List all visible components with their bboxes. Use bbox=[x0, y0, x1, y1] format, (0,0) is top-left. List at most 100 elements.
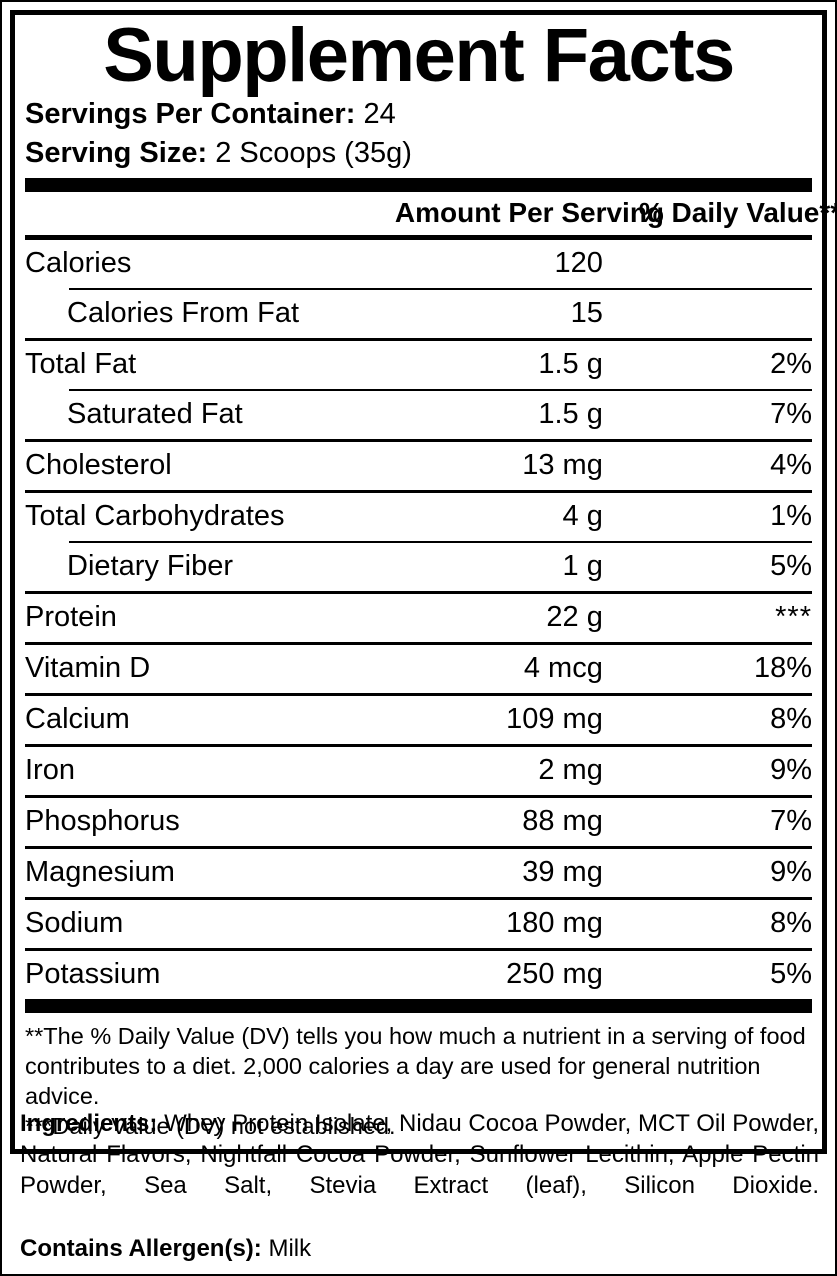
table-row: Vitamin D 4 mcg 18% bbox=[25, 645, 812, 693]
ingredients-block: Ingredients: Whey Protein Isolate, Nidau… bbox=[20, 1108, 819, 1264]
row-separator bbox=[25, 642, 812, 645]
row-separator bbox=[25, 439, 812, 442]
nutrient-amount: 120 bbox=[554, 247, 603, 279]
nutrient-daily-value: 8% bbox=[770, 703, 812, 735]
ingredients-text: Whey Protein Isolate, Nidau Cocoa Powder… bbox=[20, 1110, 820, 1200]
nutrient-name: Cholesterol bbox=[25, 449, 172, 481]
table-row: Sodium 180 mg 8% bbox=[25, 900, 812, 948]
row-separator bbox=[25, 591, 812, 594]
allergen-text: Milk bbox=[268, 1234, 312, 1262]
table-row: Total Fat 1.5 g 2% bbox=[25, 341, 812, 389]
divider-thick-top bbox=[25, 178, 812, 192]
nutrient-amount: 180 mg bbox=[506, 907, 603, 939]
row-separator bbox=[25, 693, 812, 696]
table-row: Magnesium 39 mg 9% bbox=[25, 849, 812, 897]
serving-size-row: Serving Size: 2 Scoops (35g) bbox=[25, 134, 812, 172]
servings-per-container-value: 24 bbox=[363, 98, 396, 131]
column-header-daily-value: % Daily Value** bbox=[638, 197, 837, 228]
nutrient-name: Protein bbox=[25, 601, 117, 633]
nutrition-table-body: Calories 120 Calories From Fat 15 Total Fat 1… bbox=[25, 235, 812, 999]
row-separator bbox=[25, 288, 812, 290]
table-row: Phosphorus 88 mg 7% bbox=[25, 798, 812, 846]
nutrient-name: Sodium bbox=[25, 907, 124, 939]
nutrient-amount: 22 g bbox=[546, 601, 603, 633]
row-separator bbox=[25, 389, 812, 391]
nutrient-name: Iron bbox=[25, 754, 75, 786]
nutrient-daily-value: 5% bbox=[770, 958, 812, 990]
nutrient-amount: 2 mg bbox=[538, 754, 603, 786]
servings-per-container-row: Servings Per Container: 24 bbox=[25, 95, 812, 133]
nutrient-daily-value: 18% bbox=[753, 652, 812, 684]
nutrient-name: Saturated Fat bbox=[67, 398, 243, 430]
nutrient-amount: 1.5 g bbox=[538, 348, 603, 380]
ingredients-paragraph: Ingredients: Whey Protein Isolate, Nidau… bbox=[20, 1108, 819, 1233]
nutrient-amount: 109 mg bbox=[506, 703, 603, 735]
allergen-label: Contains Allergen(s): bbox=[20, 1234, 262, 1262]
serving-size-value: 2 Scoops (35g) bbox=[215, 136, 412, 169]
facts-panel: Supplement Facts Servings Per Container:… bbox=[10, 10, 837, 1155]
serving-info: Servings Per Container: 24 Serving Size:… bbox=[25, 95, 812, 178]
nutrient-amount: 15 bbox=[570, 297, 603, 329]
nutrient-name: Potassium bbox=[25, 958, 161, 990]
nutrient-daily-value: 7% bbox=[770, 805, 812, 837]
table-row: Calories From Fat 15 bbox=[25, 290, 812, 338]
table-row: Potassium 250 mg 5% bbox=[25, 951, 812, 999]
footnote-block: **The % Daily Value (DV) tells you how m… bbox=[25, 1013, 812, 1149]
row-separator bbox=[25, 897, 812, 900]
table-row: Dietary Fiber 1 g 5% bbox=[25, 543, 812, 591]
nutrient-name: Dietary Fiber bbox=[67, 550, 233, 582]
page-title: Supplement Facts bbox=[103, 13, 735, 98]
nutrient-name: Calories From Fat bbox=[67, 297, 300, 329]
nutrient-daily-value: 9% bbox=[770, 856, 812, 888]
nutrient-amount: 88 mg bbox=[522, 805, 603, 837]
nutrient-amount: 250 mg bbox=[506, 958, 603, 990]
nutrient-amount: 1.5 g bbox=[538, 398, 603, 430]
nutrient-daily-value: 7% bbox=[770, 398, 812, 430]
row-separator bbox=[25, 795, 812, 798]
nutrient-daily-value: 2% bbox=[770, 348, 812, 380]
row-separator bbox=[25, 948, 812, 951]
table-row: Calcium 109 mg 8% bbox=[25, 696, 812, 744]
table-row: Total Carbohydrates 4 g 1% bbox=[25, 493, 812, 541]
nutrient-amount: 39 mg bbox=[522, 856, 603, 888]
nutrient-daily-value bbox=[639, 290, 812, 338]
nutrient-amount: 13 mg bbox=[522, 449, 603, 481]
table-row: Cholesterol 13 mg 4% bbox=[25, 442, 812, 490]
nutrient-name: Calories bbox=[25, 247, 132, 279]
nutrient-daily-value: 8% bbox=[770, 907, 812, 939]
row-separator bbox=[25, 338, 812, 341]
allergen-paragraph: Contains Allergen(s): Milk bbox=[20, 1233, 819, 1264]
nutrient-daily-value bbox=[639, 240, 812, 288]
column-header-amount-per-serving: Amount Per Serving bbox=[394, 197, 665, 228]
nutrient-daily-value: 9% bbox=[770, 754, 812, 786]
row-separator bbox=[25, 235, 812, 240]
table-row: Calories 120 bbox=[25, 240, 812, 288]
nutrient-daily-value: 1% bbox=[770, 500, 812, 532]
nutrient-daily-value: 5% bbox=[770, 550, 812, 582]
column-header-nutrient bbox=[25, 192, 395, 235]
divider-thick-bottom bbox=[25, 999, 812, 1013]
nutrient-amount: 4 mcg bbox=[523, 652, 603, 684]
servings-per-container-label: Servings Per Container: bbox=[25, 98, 356, 131]
nutrient-name: Total Fat bbox=[25, 348, 137, 380]
table-row: Iron 2 mg 9% bbox=[25, 747, 812, 795]
daily-value-footnote: **The % Daily Value (DV) tells you how m… bbox=[25, 1023, 806, 1110]
nutrient-name: Magnesium bbox=[25, 856, 175, 888]
row-separator bbox=[25, 846, 812, 849]
nutrient-daily-value: *** bbox=[775, 601, 812, 633]
ingredients-label: Ingredients: bbox=[20, 1110, 158, 1138]
row-separator bbox=[25, 744, 812, 747]
nutrient-daily-value: 4% bbox=[770, 449, 812, 481]
nutrient-name: Phosphorus bbox=[25, 805, 180, 837]
table-row: Protein 22 g *** bbox=[25, 594, 812, 642]
nutrition-table: Amount Per Serving % Daily Value** Calor… bbox=[25, 192, 837, 999]
nutrient-amount: 4 g bbox=[562, 500, 603, 532]
row-separator bbox=[25, 541, 812, 543]
nutrient-name: Vitamin D bbox=[25, 652, 151, 684]
row-separator bbox=[25, 490, 812, 493]
nutrient-name: Calcium bbox=[25, 703, 130, 735]
table-header-row: Amount Per Serving % Daily Value** bbox=[25, 192, 837, 235]
table-row: Saturated Fat 1.5 g 7% bbox=[25, 391, 812, 439]
not-established-footnote: ***Daily Value (DV) not established. bbox=[25, 1113, 396, 1140]
